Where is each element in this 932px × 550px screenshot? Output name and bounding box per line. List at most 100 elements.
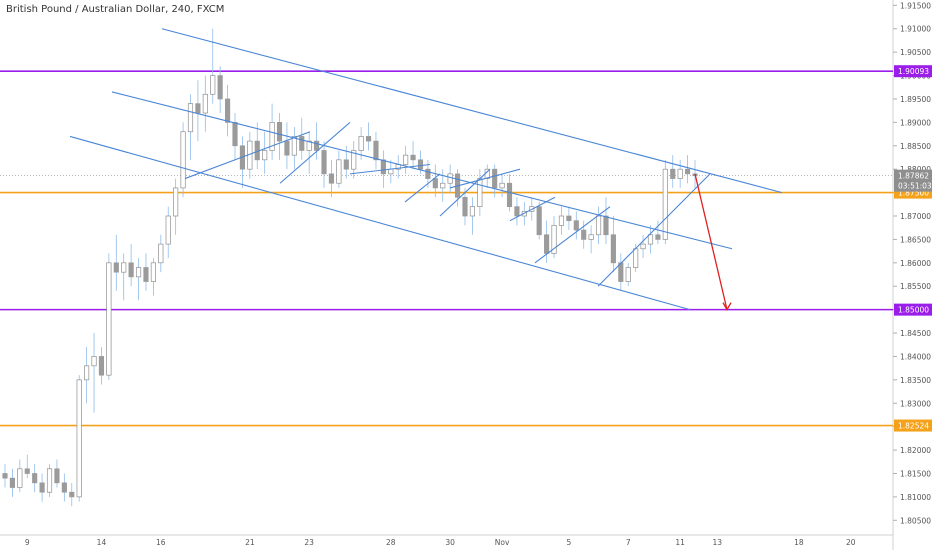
swing-trend-line[interactable] xyxy=(439,168,491,217)
candle[interactable] xyxy=(76,375,82,502)
candle[interactable] xyxy=(469,197,475,235)
candle[interactable] xyxy=(410,141,416,170)
swing-trend-line[interactable] xyxy=(449,168,521,189)
candle[interactable] xyxy=(262,131,268,174)
swing-trend-line[interactable] xyxy=(404,173,441,203)
candle[interactable] xyxy=(232,113,238,160)
candle[interactable] xyxy=(39,473,45,502)
candle[interactable] xyxy=(202,75,208,132)
projection-arrow[interactable] xyxy=(694,173,728,310)
candle[interactable] xyxy=(692,159,698,188)
candle[interactable] xyxy=(158,234,164,273)
candle[interactable] xyxy=(98,347,105,385)
candle[interactable] xyxy=(46,464,53,497)
candle[interactable] xyxy=(595,206,602,245)
candle[interactable] xyxy=(217,66,223,114)
candle[interactable] xyxy=(276,113,283,160)
candle-body xyxy=(98,356,105,376)
candle[interactable] xyxy=(380,150,386,188)
candle[interactable] xyxy=(558,206,565,235)
candle[interactable] xyxy=(299,117,305,160)
channel-middle-line[interactable] xyxy=(111,91,733,250)
candle-body xyxy=(351,150,357,170)
candle[interactable] xyxy=(462,187,468,226)
channel-upper-line[interactable] xyxy=(161,28,783,194)
candle[interactable] xyxy=(284,122,290,170)
candle[interactable] xyxy=(210,28,216,104)
candle[interactable] xyxy=(113,234,119,291)
candle[interactable] xyxy=(677,159,683,188)
time-tick-label: Nov xyxy=(495,538,510,547)
candle[interactable] xyxy=(365,122,372,151)
candle[interactable] xyxy=(32,464,38,493)
candle[interactable] xyxy=(291,127,297,170)
candle-body xyxy=(165,215,171,245)
candle[interactable] xyxy=(551,216,557,259)
swing-trend-line[interactable] xyxy=(184,131,311,180)
swing-trend-line[interactable] xyxy=(534,206,611,264)
candle[interactable] xyxy=(195,80,201,142)
candle[interactable] xyxy=(314,122,320,160)
candle[interactable] xyxy=(84,347,90,404)
candle[interactable] xyxy=(573,211,579,240)
candle[interactable] xyxy=(536,201,542,240)
candle[interactable] xyxy=(618,253,624,291)
candle[interactable] xyxy=(54,459,60,488)
candle[interactable] xyxy=(2,464,8,488)
candle[interactable] xyxy=(150,258,156,296)
candle[interactable] xyxy=(647,225,654,254)
candle[interactable] xyxy=(484,164,490,188)
candle[interactable] xyxy=(499,173,505,198)
swing-trend-line[interactable] xyxy=(279,121,351,184)
swing-trend-line[interactable] xyxy=(349,163,431,175)
candle[interactable] xyxy=(351,141,357,179)
channel-lower-line[interactable] xyxy=(69,135,691,311)
candle[interactable] xyxy=(670,155,676,188)
candle[interactable] xyxy=(128,244,134,287)
candle[interactable] xyxy=(225,84,231,137)
candle[interactable] xyxy=(9,468,15,497)
candle[interactable] xyxy=(306,131,312,174)
candle[interactable] xyxy=(514,197,520,226)
candle[interactable] xyxy=(121,253,127,301)
candle[interactable] xyxy=(685,155,691,184)
candle[interactable] xyxy=(440,169,446,202)
candle[interactable] xyxy=(180,122,186,198)
candle[interactable] xyxy=(581,220,587,249)
candle[interactable] xyxy=(395,155,401,179)
candle[interactable] xyxy=(173,178,179,235)
candle[interactable] xyxy=(69,482,75,507)
candle[interactable] xyxy=(640,234,646,259)
candle[interactable] xyxy=(603,197,609,245)
candle[interactable] xyxy=(432,164,438,198)
candle[interactable] xyxy=(403,145,409,174)
candle[interactable] xyxy=(165,206,171,259)
candle[interactable] xyxy=(662,159,668,245)
candle[interactable] xyxy=(106,253,112,380)
candle[interactable] xyxy=(187,94,194,160)
candle[interactable] xyxy=(135,258,142,301)
candle[interactable] xyxy=(625,262,631,287)
candle[interactable] xyxy=(321,141,327,188)
candle[interactable] xyxy=(477,169,483,217)
candle[interactable] xyxy=(544,220,550,263)
candle[interactable] xyxy=(610,216,616,273)
candle[interactable] xyxy=(239,136,245,188)
candle[interactable] xyxy=(143,253,149,291)
candle[interactable] xyxy=(91,333,97,413)
candle[interactable] xyxy=(492,164,498,198)
candle[interactable] xyxy=(328,159,335,198)
candle[interactable] xyxy=(358,127,364,160)
candle[interactable] xyxy=(588,225,594,254)
swing-trend-line[interactable] xyxy=(509,196,556,222)
candle[interactable] xyxy=(61,473,67,502)
candle[interactable] xyxy=(269,103,275,160)
candle[interactable] xyxy=(336,150,342,188)
candle[interactable] xyxy=(17,459,23,493)
candle[interactable] xyxy=(566,206,572,231)
candle[interactable] xyxy=(373,131,379,170)
swing-trend-line[interactable] xyxy=(597,173,711,287)
candle[interactable] xyxy=(655,220,661,245)
candle[interactable] xyxy=(24,454,30,479)
